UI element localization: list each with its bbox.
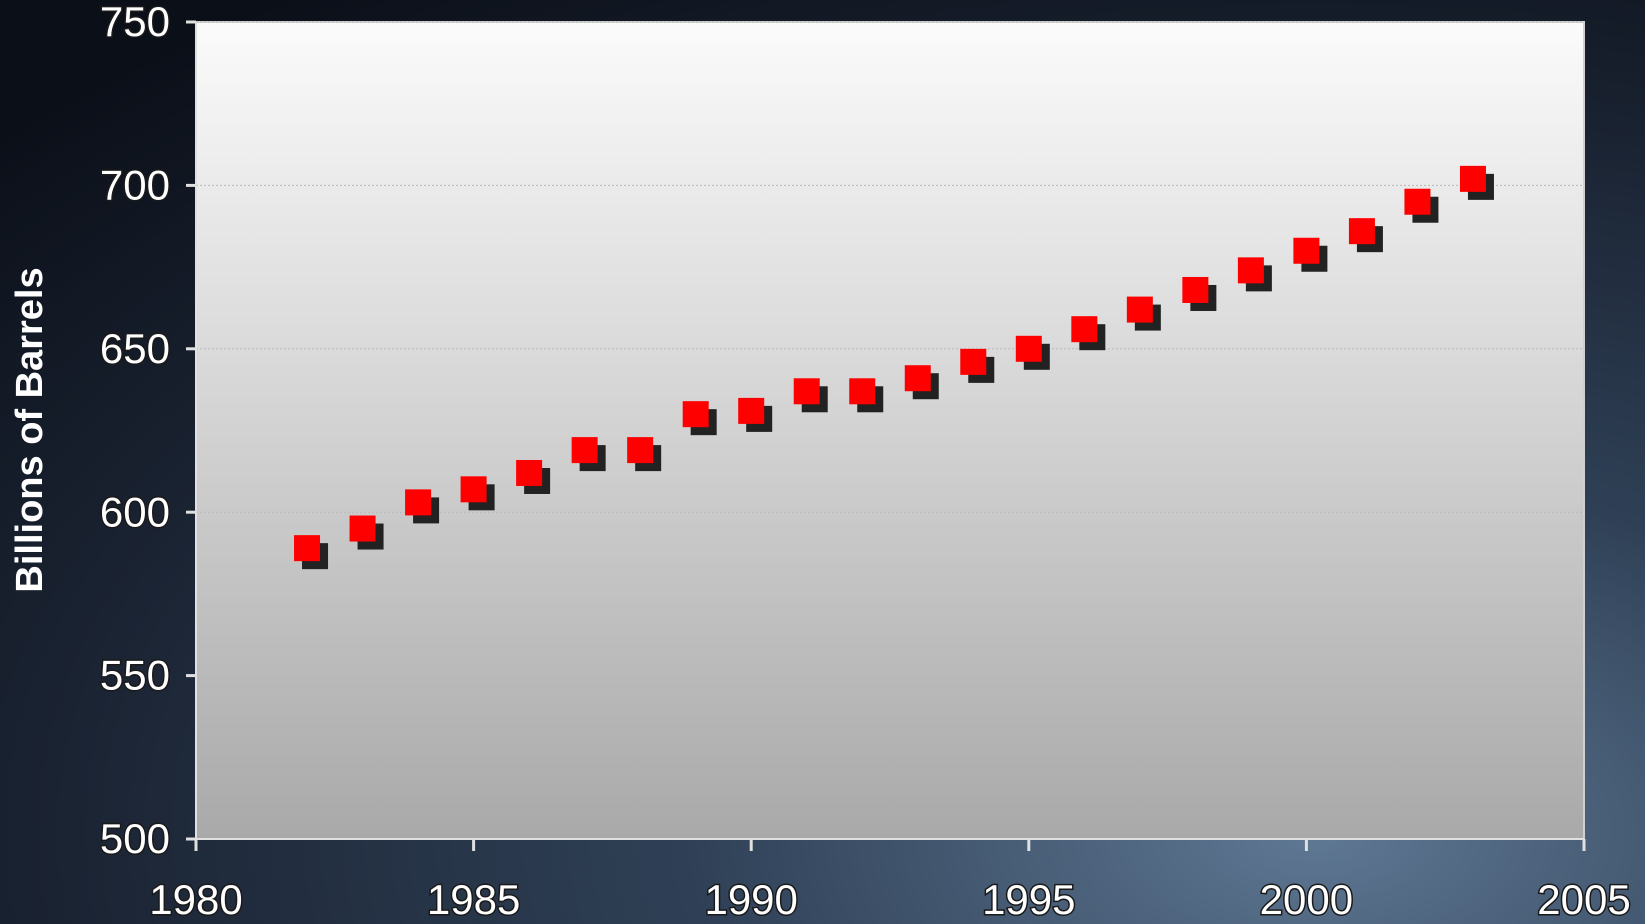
plot-area	[195, 21, 1585, 840]
y-tick-label: 750	[100, 0, 170, 45]
marker	[904, 365, 931, 392]
x-tick-label: 2005	[1537, 876, 1630, 923]
marker	[1459, 165, 1486, 192]
marker	[1237, 257, 1264, 284]
y-tick-label: 550	[100, 652, 170, 699]
marker	[1293, 237, 1320, 264]
marker	[1182, 276, 1209, 303]
marker	[405, 489, 432, 516]
x-tick-label: 1985	[427, 876, 520, 923]
x-tick-label: 1990	[704, 876, 797, 923]
marker	[682, 401, 709, 428]
marker	[1071, 316, 1098, 343]
marker	[738, 397, 765, 424]
marker	[1015, 335, 1042, 362]
marker	[571, 437, 598, 464]
marker	[793, 378, 820, 405]
marker	[349, 515, 376, 542]
y-tick-label: 500	[100, 815, 170, 862]
marker	[849, 378, 876, 405]
marker	[1404, 188, 1431, 215]
x-tick-label: 2000	[1260, 876, 1353, 923]
marker	[960, 348, 987, 375]
x-tick-label: 1995	[982, 876, 1075, 923]
marker	[1126, 296, 1153, 323]
marker	[516, 459, 543, 486]
y-tick-label: 600	[100, 488, 170, 535]
marker	[1348, 218, 1375, 245]
marker	[294, 535, 321, 562]
marker	[627, 437, 654, 464]
y-tick-label: 650	[100, 325, 170, 372]
marker	[460, 476, 487, 503]
y-axis-title: Billions of Barrels	[9, 267, 51, 592]
y-tick-label: 700	[100, 161, 170, 208]
x-tick-label: 1980	[149, 876, 242, 923]
